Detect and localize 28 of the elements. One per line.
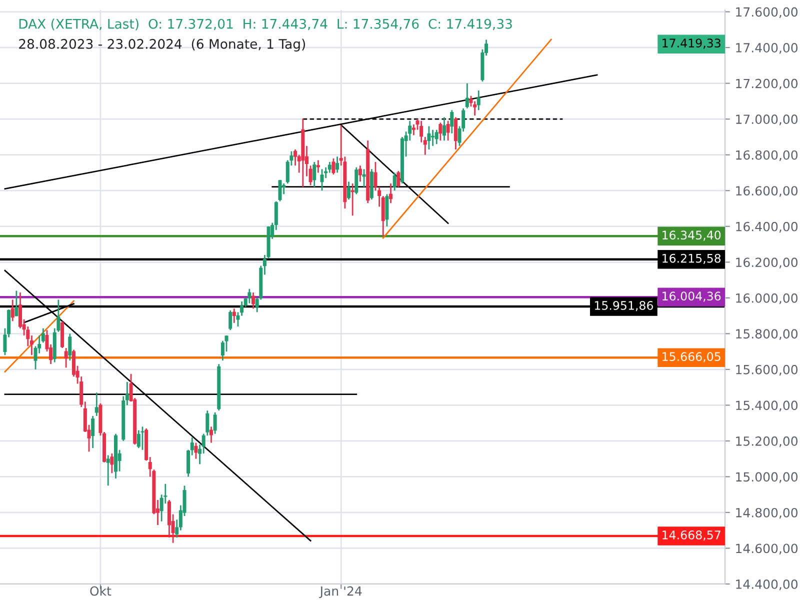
ref-line-label: 16.345,40	[662, 230, 721, 241]
y-tick-label: 14.600,00	[736, 544, 798, 554]
ref-line-label: 15.951,86	[594, 301, 654, 312]
y-tick-label: 14.400,00	[736, 579, 798, 590]
x-tick-label: Jan '24	[319, 586, 362, 598]
y-tick-label: 16.800,00	[736, 150, 798, 162]
y-tick-label: 17.600,00	[736, 7, 798, 18]
y-tick-label: 15.400,00	[736, 400, 798, 412]
y-tick-label: 15.800,00	[736, 329, 798, 340]
text: DAX (XETRA, Last) O: 17.372,01 H: 17.443,74 L: 17.354,76 C: 17.419,33	[19, 18, 512, 30]
y-tick-label: 17.000,00	[736, 114, 798, 126]
y-tick-label: 17.200,00	[736, 78, 798, 90]
y-tick-label: 16.400,00	[736, 222, 798, 233]
y-tick-label: 15.000,00	[736, 472, 798, 483]
ref-line-label: 15.666,05	[662, 352, 720, 362]
y-tick-label: 17.400,00	[736, 43, 798, 54]
x-tick-label: Okt	[90, 586, 112, 596]
y-tick-label: 14.800,00	[736, 508, 798, 519]
ref-line-label: 14.668,57	[662, 530, 720, 541]
y-tick-label: 16.000,00	[736, 293, 798, 304]
y-tick-label: 15.200,00	[736, 436, 798, 448]
y-tick-label: 16.600,00	[736, 186, 798, 197]
annotation: 17.419,33	[662, 38, 720, 49]
y-tick-label: 15.600,00	[736, 364, 798, 376]
text: 28.08.2023 - 23.02.2024 (6 Monate, 1 Tag)	[19, 38, 306, 52]
ref-line-label: 16.004,36	[662, 292, 721, 302]
y-tick-label: 16.200,00	[736, 258, 798, 268]
ref-line-label: 16.215,58	[662, 254, 721, 264]
